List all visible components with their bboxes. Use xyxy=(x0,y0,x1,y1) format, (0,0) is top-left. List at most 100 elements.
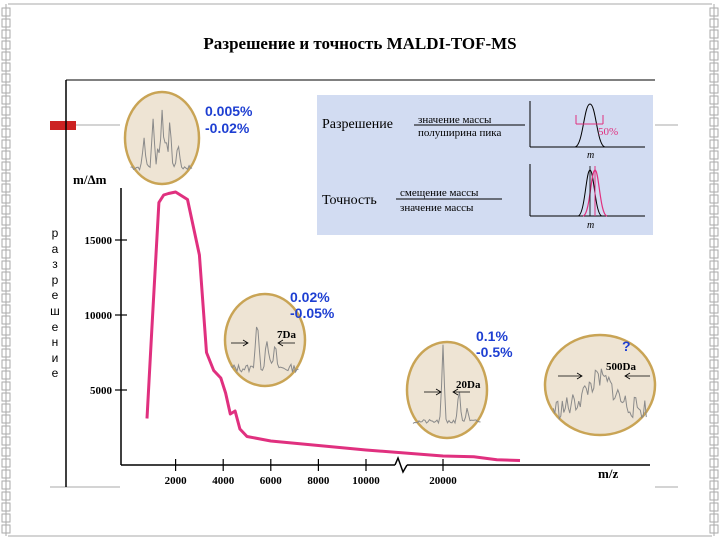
vertical-letter: з xyxy=(52,257,58,272)
spectrum-trace xyxy=(230,326,299,374)
frame-square xyxy=(709,370,719,380)
callout-2-arrow-right xyxy=(277,339,295,347)
frame-square xyxy=(1,194,11,204)
frame-square xyxy=(1,238,11,248)
frame-square xyxy=(709,51,719,61)
frame-square xyxy=(709,403,719,413)
frame-square xyxy=(1,183,11,193)
x-tick-label: 8000 xyxy=(307,475,330,487)
frame-square xyxy=(1,293,11,303)
frame-square xyxy=(709,359,719,369)
vertical-letter: е xyxy=(51,366,59,381)
accuracy-label: Точность xyxy=(322,193,377,208)
frame-square xyxy=(709,40,719,50)
frame-square xyxy=(1,513,11,523)
x-axis-label: m/z xyxy=(598,466,618,481)
x-tick-label: 6000 xyxy=(260,475,283,487)
callout-3-spectrum xyxy=(412,344,481,425)
frame-square xyxy=(709,106,719,116)
resolution-curve xyxy=(145,190,521,462)
frame-square xyxy=(1,249,11,259)
frame-square xyxy=(1,161,11,171)
frame-square xyxy=(1,62,11,72)
y-ticks: 5000 10000 15000 xyxy=(85,235,127,397)
x-tick-label: 4000 xyxy=(212,475,235,487)
callout-circle-3-border xyxy=(405,340,489,440)
frame-square xyxy=(709,414,719,424)
frame-square xyxy=(1,73,11,83)
x-tick-label: 10000 xyxy=(352,475,380,487)
accuracy-mini-m: m xyxy=(587,220,594,231)
frame-square xyxy=(709,227,719,237)
spectrum-trace xyxy=(130,109,193,172)
accent-red-bar xyxy=(50,121,76,130)
frame-square xyxy=(709,29,719,39)
accuracy-mini-plot: m xyxy=(529,164,645,231)
frame-square xyxy=(709,524,719,534)
callout-4-arrow-right xyxy=(624,372,650,380)
frame-square xyxy=(709,205,719,215)
frame-square xyxy=(709,436,719,446)
frame-square xyxy=(1,392,11,402)
callout-4-arrow-left xyxy=(558,372,583,380)
frame-square xyxy=(1,271,11,281)
frame-square xyxy=(1,304,11,314)
callout-1-value-2: -0.02% xyxy=(205,120,250,136)
frame-square xyxy=(1,502,11,512)
accuracy-numerator: смещение массы xyxy=(400,187,479,199)
callout-2-spectrum xyxy=(230,326,299,374)
frame-square xyxy=(1,326,11,336)
accuracy-denominator: значение массы xyxy=(400,202,474,214)
callout-3-arrow-right xyxy=(452,388,470,396)
resolution-label: Разрешение xyxy=(322,117,393,132)
callout-2-value-2: -0.05% xyxy=(290,305,335,321)
frame-square xyxy=(709,469,719,479)
frame-square xyxy=(709,513,719,523)
frame-square xyxy=(709,172,719,182)
callout-1-spectrum xyxy=(130,109,193,172)
frame-square xyxy=(1,381,11,391)
frame-square xyxy=(709,95,719,105)
x-tick-label: 2000 xyxy=(165,475,188,487)
callout-2-arrow-left xyxy=(231,339,249,347)
frame-square xyxy=(1,216,11,226)
vertical-letter: а xyxy=(51,241,59,256)
frame-square xyxy=(1,205,11,215)
frame-square xyxy=(709,271,719,281)
frame-square xyxy=(709,7,719,17)
frame-square xyxy=(1,491,11,501)
frame-square xyxy=(1,51,11,61)
vertical-letter: ш xyxy=(50,303,60,318)
frame-square xyxy=(709,161,719,171)
frame-square xyxy=(709,139,719,149)
frame-square xyxy=(1,524,11,534)
frame-square xyxy=(1,29,11,39)
callout-circle-4: ? 500Da xyxy=(543,333,657,437)
frame-square xyxy=(1,414,11,424)
frame-square xyxy=(709,447,719,457)
frame-square xyxy=(1,370,11,380)
frame-square xyxy=(1,348,11,358)
frame-square xyxy=(709,337,719,347)
callout-circle-2: 0.02% -0.05% 7Da xyxy=(223,289,335,388)
x-tick-label: 20000 xyxy=(429,475,457,487)
frame-square xyxy=(709,293,719,303)
frame-square xyxy=(709,381,719,391)
frame-square xyxy=(1,337,11,347)
frame-square xyxy=(709,128,719,138)
resolution-percent: 50% xyxy=(598,126,618,138)
frame-square xyxy=(1,447,11,457)
resolution-denominator: полуширина пика xyxy=(418,127,501,139)
vertical-letter: и xyxy=(51,350,59,365)
y-tick-label: 15000 xyxy=(85,235,113,247)
frame-square xyxy=(709,480,719,490)
frame-square xyxy=(709,183,719,193)
resolution-mini-peak xyxy=(574,103,606,148)
frame-square xyxy=(1,458,11,468)
frame-square xyxy=(709,491,719,501)
frame-square xyxy=(709,216,719,226)
frame-square xyxy=(709,348,719,358)
frame-square xyxy=(709,238,719,248)
vertical-letter: е xyxy=(51,319,59,334)
